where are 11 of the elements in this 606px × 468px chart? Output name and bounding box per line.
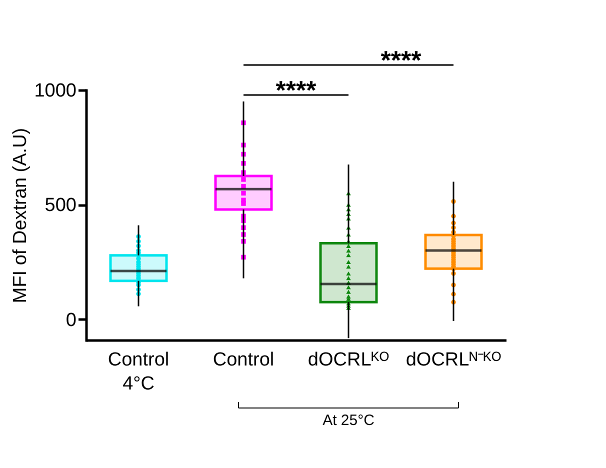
x-tick-label: Control (212, 350, 274, 370)
x-tick-label: dOCRLᴺ⁻ᴷᴼ (406, 350, 502, 370)
x-tick-label: Control 4°C (108, 350, 170, 394)
text: **** (380, 45, 422, 75)
x-tick-label: dOCRLᴷᴼ (308, 350, 390, 370)
text: At 25°C (322, 412, 375, 429)
annotation: **** (276, 75, 318, 105)
y-tick-label: 500 (44, 195, 76, 216)
y-axis-title: MFI of Dextran (A.U) (10, 128, 32, 304)
y-tick-label: 0 (66, 310, 76, 331)
y-tick-label: 1000 (34, 80, 76, 102)
